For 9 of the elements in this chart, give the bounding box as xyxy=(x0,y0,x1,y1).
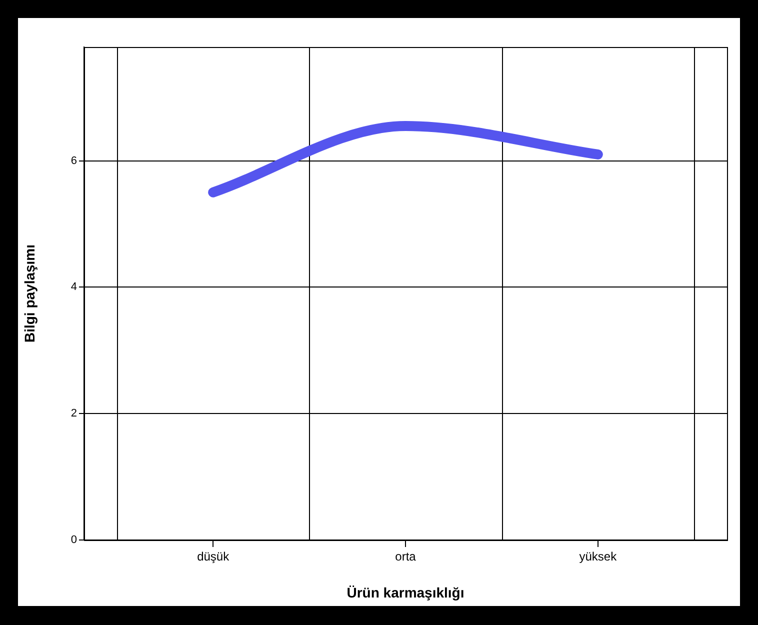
y-axis-title: Bilgi paylaşımı xyxy=(21,244,38,343)
x-tick-label: orta xyxy=(395,550,416,564)
x-tick-label: düşük xyxy=(197,550,230,564)
x-axis-title: Ürün karmaşıklığı xyxy=(346,584,464,600)
y-tick-label: 6 xyxy=(70,154,77,167)
x-tick-label: yüksek xyxy=(579,550,618,564)
y-tick-label: 4 xyxy=(70,281,77,294)
y-tick-label: 2 xyxy=(70,408,77,420)
y-tick-label: 0 xyxy=(70,534,77,546)
